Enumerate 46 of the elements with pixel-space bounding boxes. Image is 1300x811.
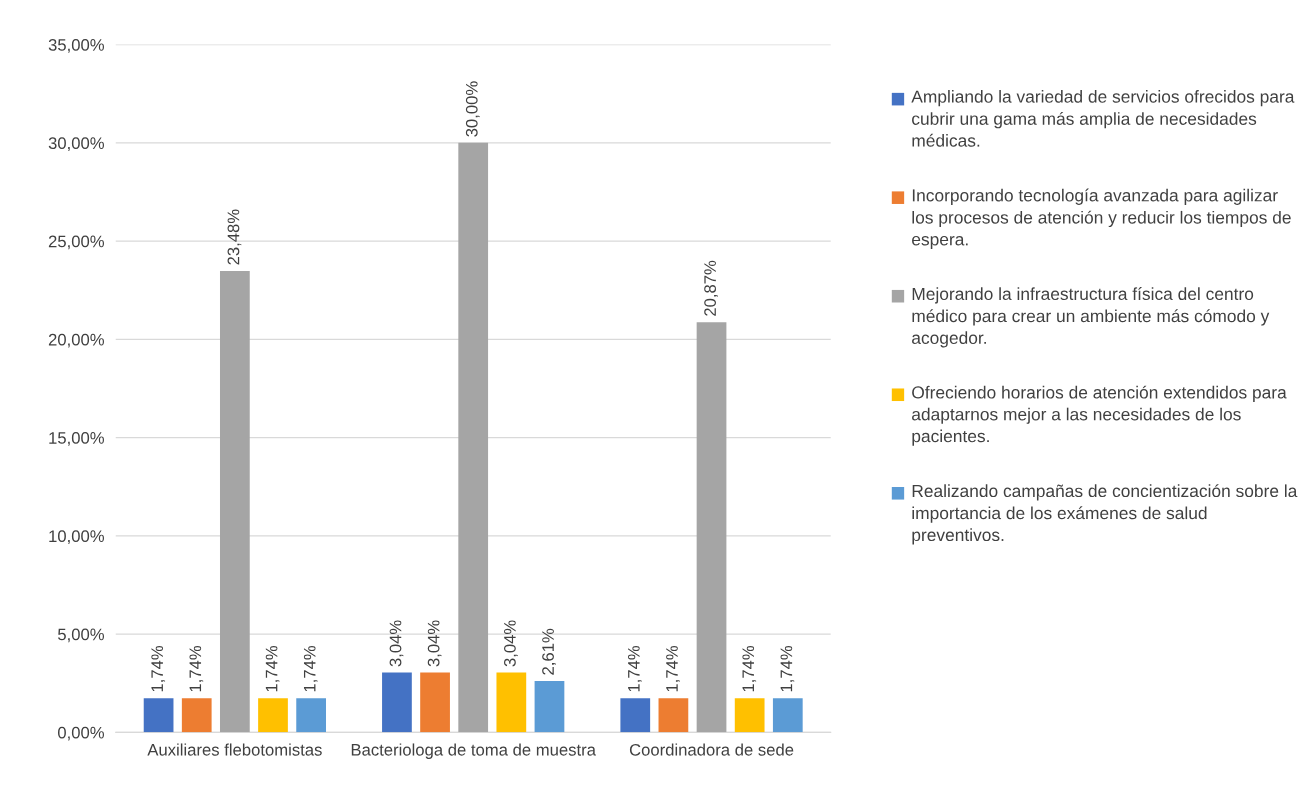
bar [382, 672, 412, 733]
data-label: 30,00% [465, 81, 480, 137]
bar [420, 672, 450, 733]
bar [534, 681, 565, 733]
data-label: 23,48% [227, 209, 242, 265]
data-label: 1,74% [189, 645, 204, 692]
data-label: 2,61% [542, 628, 556, 675]
legend-label: Incorporando tecnología avanzada para agilizar los procesos de atención y reducir los tiempos de espera. [912, 188, 1291, 249]
bar [620, 698, 651, 733]
bar [458, 142, 489, 733]
y-tick-label: 35,00% [48, 39, 104, 53]
data-label: 1,74% [666, 645, 680, 692]
y-tick-label: 30,00% [48, 137, 104, 152]
x-tick-label: Bacteriologa de toma de muestra [351, 743, 596, 759]
bar [496, 672, 527, 733]
legend-label: Mejorando la infraestructura física del centro médico para crear un ambiente más cómodo y acogedor. [912, 287, 1270, 348]
y-tick-label: 15,00% [49, 431, 104, 446]
y-tick-label: 10,00% [49, 530, 104, 545]
legend-label: Realizando campañas de concientización sobre la importancia de los exámenes de salud preventivos. [912, 484, 1298, 545]
y-tick-label: 20,00% [48, 333, 104, 348]
data-label: 1,74% [265, 645, 280, 692]
bar [658, 698, 689, 733]
data-label: 3,04% [389, 620, 404, 667]
bar [181, 698, 212, 733]
data-label: 1,74% [628, 645, 642, 692]
y-tick-label: 0,00% [57, 726, 104, 741]
x-tick-label: Auxiliares flebotomistas [147, 743, 322, 756]
bar [296, 698, 327, 733]
data-label: 1,74% [151, 645, 166, 692]
bar [772, 698, 803, 733]
data-label: 20,87% [704, 260, 718, 316]
x-tick-label: Coordinadora de sede [629, 743, 794, 756]
legend-label: Ampliando la variedad de servicios ofrecidos para cubrir una gama más amplia de necesidades médicas. [911, 90, 1295, 147]
data-label: 3,04% [504, 620, 518, 667]
y-tick-label: 25,00% [48, 235, 104, 250]
bar [258, 698, 288, 733]
bar [219, 270, 250, 733]
legend-label: Ofreciendo horarios de atención extendidos para adaptarnos mejor a las necesidades de los pacientes. [912, 385, 1287, 446]
data-label: 1,74% [303, 645, 318, 692]
bar [143, 698, 174, 733]
bar [734, 698, 765, 733]
data-label: 1,74% [780, 645, 795, 692]
data-label: 3,04% [427, 620, 442, 667]
y-tick-label: 5,00% [58, 628, 104, 643]
data-label: 1,74% [742, 645, 757, 692]
bar [696, 322, 727, 733]
